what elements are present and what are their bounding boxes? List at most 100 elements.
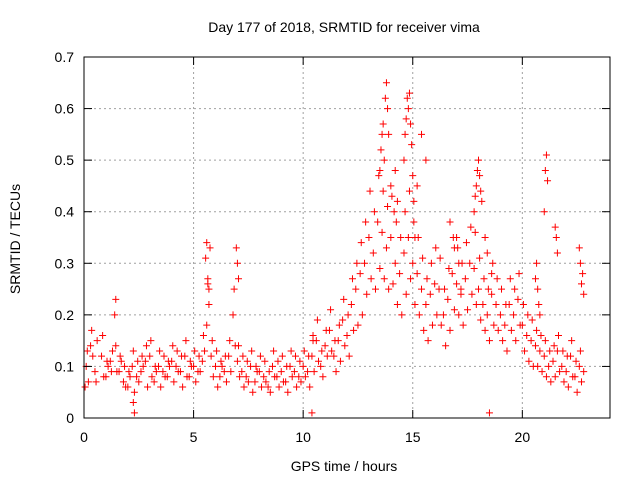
data-point <box>319 373 327 381</box>
data-point <box>108 347 116 355</box>
data-point <box>125 368 133 376</box>
data-point <box>575 244 583 252</box>
data-point <box>473 166 481 174</box>
data-point <box>354 321 362 329</box>
axis-ticks: 0 0.1 0.2 0.3 0.4 0.5 0.6 0.7 0 5 10 15 20 <box>55 49 610 445</box>
data-point <box>279 378 287 386</box>
data-point <box>318 347 326 355</box>
data-point <box>483 249 491 257</box>
data-point <box>479 301 487 309</box>
data-point <box>233 357 241 365</box>
data-point <box>477 187 485 195</box>
data-point <box>150 378 158 386</box>
data-point <box>550 342 558 350</box>
data-point <box>481 326 489 334</box>
data-point <box>418 130 426 138</box>
data-point <box>196 368 204 376</box>
data-point <box>308 409 316 417</box>
data-point <box>468 290 476 298</box>
data-point <box>262 378 270 386</box>
data-point <box>232 244 240 252</box>
data-point <box>173 347 181 355</box>
data-point <box>130 388 138 396</box>
data-point <box>490 321 498 329</box>
data-point <box>540 352 548 360</box>
data-point <box>415 311 423 319</box>
data-point <box>455 259 463 267</box>
data-point <box>310 368 318 376</box>
data-point <box>503 347 511 355</box>
data-point <box>164 357 172 365</box>
data-point <box>216 373 224 381</box>
data-point <box>385 285 393 293</box>
data-point <box>578 378 586 386</box>
data-point <box>531 342 539 350</box>
data-point <box>480 275 488 283</box>
data-point <box>222 378 230 386</box>
data-point <box>558 362 566 370</box>
data-point <box>227 368 235 376</box>
data-point <box>203 239 211 247</box>
data-point <box>160 352 168 360</box>
data-point <box>309 331 317 339</box>
data-point <box>377 146 385 154</box>
data-point <box>174 368 182 376</box>
data-point <box>559 347 567 355</box>
data-point <box>426 290 434 298</box>
data-point <box>126 373 134 381</box>
data-point <box>202 254 210 262</box>
data-point <box>404 105 412 113</box>
data-point <box>409 259 417 267</box>
data-point <box>251 378 259 386</box>
data-point <box>564 383 572 391</box>
data-point <box>374 218 382 226</box>
data-point <box>494 326 502 334</box>
data-point <box>353 259 361 267</box>
data-point <box>418 285 426 293</box>
data-point <box>391 166 399 174</box>
data-point <box>511 285 519 293</box>
data-point <box>514 295 522 303</box>
data-point <box>413 270 421 278</box>
data-point <box>122 383 130 391</box>
x-tick-label: 15 <box>405 429 421 445</box>
data-point <box>340 295 348 303</box>
data-point <box>450 244 458 252</box>
data-point <box>88 326 96 334</box>
data-point <box>265 368 273 376</box>
data-point <box>203 321 211 329</box>
data-point <box>274 357 282 365</box>
data-point <box>141 357 149 365</box>
data-point <box>357 239 365 247</box>
data-point <box>235 342 243 350</box>
data-point <box>107 368 115 376</box>
data-point <box>147 337 155 345</box>
data-point <box>453 234 461 241</box>
data-point <box>422 156 430 164</box>
data-point <box>182 337 190 345</box>
data-point <box>260 373 268 381</box>
data-point <box>352 285 360 293</box>
data-point <box>98 352 106 360</box>
data-point <box>410 218 418 226</box>
data-point <box>403 94 411 102</box>
data-point <box>301 373 309 381</box>
data-point <box>198 357 206 365</box>
data-point <box>205 285 213 293</box>
data-point <box>388 192 396 200</box>
data-point <box>371 285 379 293</box>
data-points <box>81 79 588 417</box>
data-point <box>365 234 373 241</box>
data-point <box>170 378 178 386</box>
data-point <box>536 311 544 319</box>
data-point <box>407 120 415 128</box>
data-point <box>411 234 419 241</box>
data-point <box>512 337 520 345</box>
data-point <box>422 301 430 309</box>
data-point <box>331 337 339 345</box>
data-point <box>467 223 475 231</box>
data-point <box>363 290 371 298</box>
data-point <box>87 342 95 350</box>
data-point <box>554 331 562 339</box>
data-point <box>542 151 550 159</box>
